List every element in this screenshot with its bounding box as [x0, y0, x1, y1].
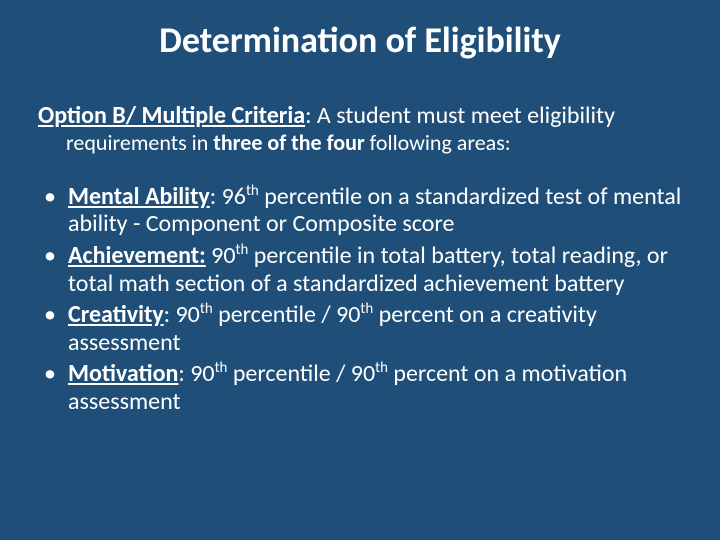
slide-title: Determination of Eligibility	[38, 18, 682, 62]
list-item: Mental Ability: 96th percentile on a sta…	[42, 183, 682, 238]
item-cont: assessment	[68, 328, 181, 357]
slide: Determination of Eligibility Option B/ M…	[0, 0, 720, 440]
item-label: Achievement:	[68, 241, 206, 270]
intro-cont-pre: requirements in	[66, 129, 213, 156]
list-item: Creativity: 90th percentile / 90th perce…	[42, 301, 682, 356]
item-label: Creativity	[68, 300, 164, 329]
item-tail: : 96	[210, 182, 246, 211]
item-tail: : 90	[164, 300, 200, 329]
item-tail2: percentile in total battery, total	[248, 241, 556, 270]
item-sup2: th	[375, 358, 388, 376]
item-cont: assessment	[68, 387, 181, 416]
item-tail: : 90	[178, 359, 214, 388]
item-sup2: th	[360, 299, 373, 317]
item-label: Motivation	[68, 359, 178, 388]
criteria-list: Mental Ability: 96th percentile on a sta…	[38, 183, 682, 416]
item-sup: th	[236, 240, 249, 258]
item-label: Mental Ability	[68, 182, 210, 211]
intro-continuation: requirements in three of the four follow…	[38, 130, 682, 155]
list-item: Achievement: 90th percentile in total ba…	[42, 242, 682, 297]
item-sup: th	[215, 358, 228, 376]
item-sup: th	[246, 181, 259, 199]
intro-cont-em: three of the four	[213, 129, 369, 156]
item-tail2: percentile / 90	[213, 300, 361, 329]
item-tail: 90	[206, 241, 236, 270]
item-tail2: percentile / 90	[227, 359, 375, 388]
intro-cont-post: following areas:	[370, 129, 511, 156]
item-tail2: percentile on a standardized test of	[259, 182, 608, 211]
list-item: Motivation: 90th percentile / 90th perce…	[42, 360, 682, 415]
item-tail3: percent on a motivation	[388, 359, 627, 388]
intro-lead: Option B/ Multiple Criteria	[38, 101, 305, 130]
intro-tail: : A student must meet eligibility	[305, 101, 615, 130]
item-tail3: percent on a creativity	[373, 300, 597, 329]
item-sup: th	[200, 299, 213, 317]
intro-paragraph: Option B/ Multiple Criteria: A student m…	[38, 102, 682, 155]
